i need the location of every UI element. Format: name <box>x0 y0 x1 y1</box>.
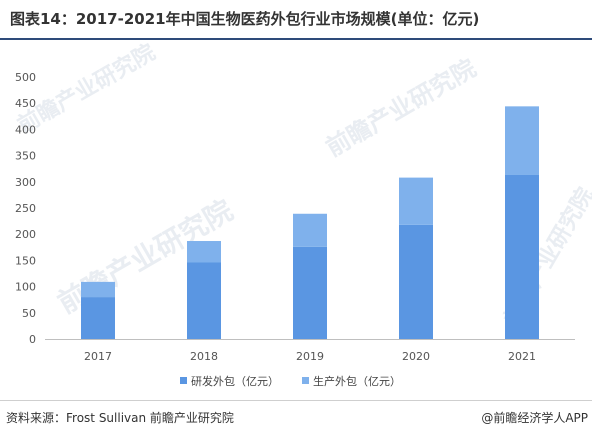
title-divider <box>0 38 592 40</box>
bar-rd-2021 <box>505 174 539 339</box>
y-axis: 0 50 100 150 200 250 300 350 400 450 500 <box>15 71 36 346</box>
y-tick-label: 50 <box>22 307 36 320</box>
bar-layer <box>81 106 539 339</box>
source-note: 资料来源：Frost Sullivan 前瞻产业研究院 <box>6 411 234 425</box>
x-tick-label: 2021 <box>508 350 536 363</box>
y-tick-label: 0 <box>29 333 36 346</box>
legend-swatch <box>180 377 187 384</box>
watermark-text: 前瞻产业研究院 <box>321 54 480 162</box>
y-tick-label: 100 <box>15 281 36 294</box>
x-tick-label: 2018 <box>190 350 218 363</box>
y-tick-label: 400 <box>15 123 36 136</box>
y-tick-label: 500 <box>15 71 36 84</box>
bar-prod-2018 <box>187 241 221 263</box>
footer: 资料来源：Frost Sullivan 前瞻产业研究院 @前瞻经济学人APP <box>0 400 592 435</box>
x-tick-label: 2019 <box>296 350 324 363</box>
y-tick-label: 150 <box>15 254 36 267</box>
y-tick-label: 200 <box>15 228 36 241</box>
y-tick-label: 350 <box>15 150 36 163</box>
legend-swatch <box>302 377 309 384</box>
legend-label: 生产外包（亿元） <box>313 374 401 388</box>
bar-prod-2017 <box>81 281 115 298</box>
y-tick-label: 250 <box>15 202 36 215</box>
legend-label: 研发外包（亿元） <box>191 374 279 388</box>
chart-title: 图表14：2017-2021年中国生物医药外包行业市场规模(单位：亿元) <box>10 10 480 28</box>
y-tick-label: 450 <box>15 97 36 110</box>
bar-rd-2018 <box>187 262 221 339</box>
bar-rd-2020 <box>399 224 433 339</box>
legend: 研发外包（亿元） 生产外包（亿元） <box>180 374 401 388</box>
bar-prod-2020 <box>399 177 433 225</box>
y-tick-label: 300 <box>15 176 36 189</box>
bar-rd-2017 <box>81 297 115 339</box>
bar-rd-2019 <box>293 246 327 339</box>
bar-prod-2019 <box>293 213 327 247</box>
x-axis: 2017 2018 2019 2020 2021 <box>84 350 536 363</box>
bar-prod-2021 <box>505 106 539 175</box>
x-tick-label: 2020 <box>402 350 430 363</box>
x-tick-label: 2017 <box>84 350 112 363</box>
brand-credit: @前瞻经济学人APP <box>481 411 588 425</box>
